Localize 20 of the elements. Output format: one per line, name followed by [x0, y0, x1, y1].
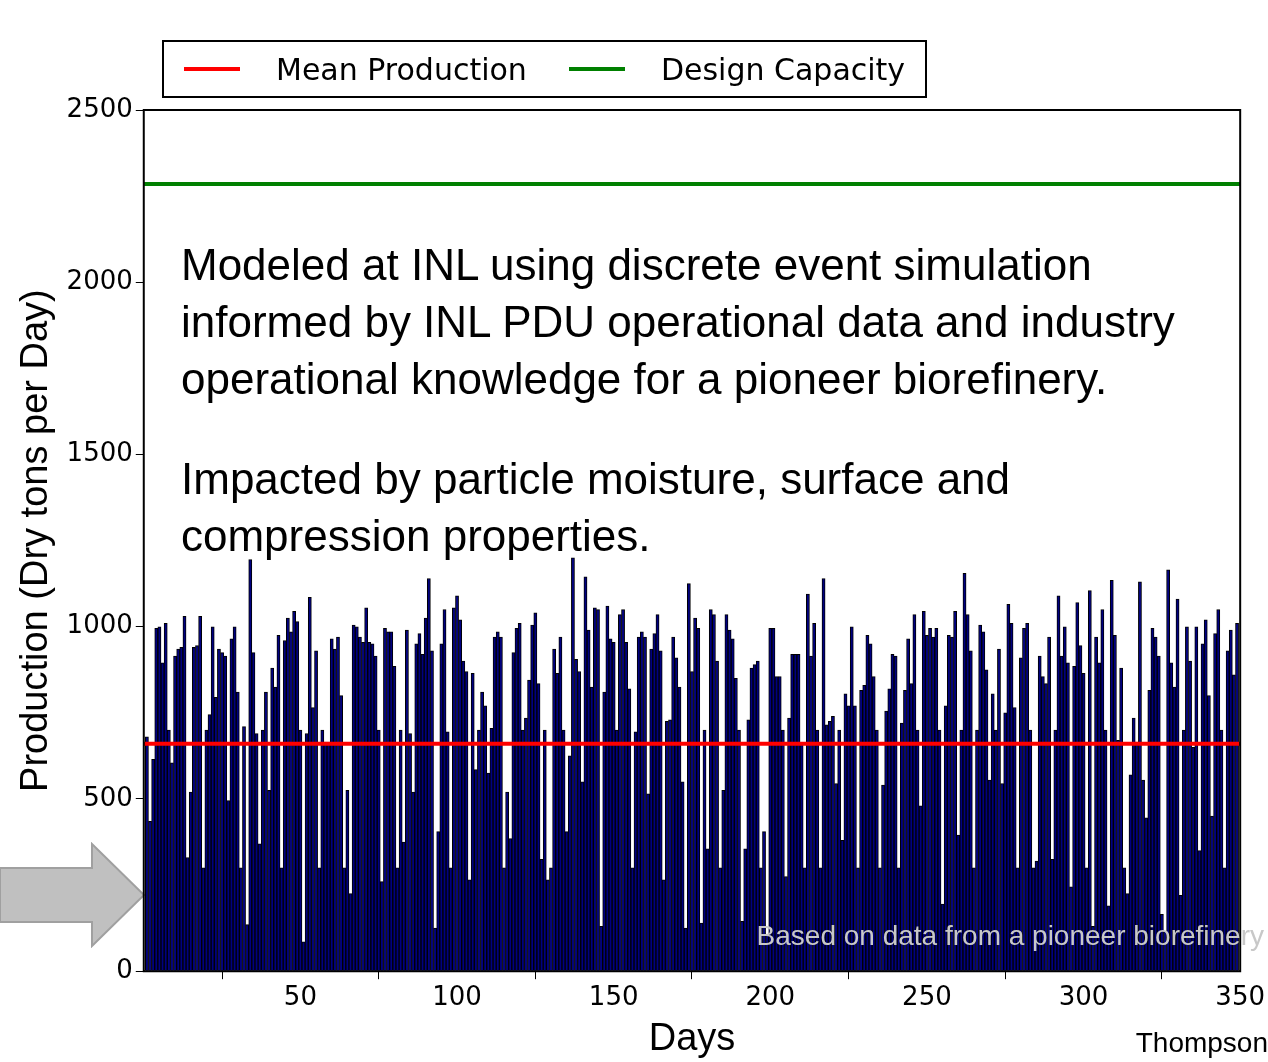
- x-tick-label: 200: [745, 980, 796, 1011]
- y-axis-title: Production (Dry tons per Day): [13, 289, 56, 792]
- x-tick-label: 150: [588, 980, 639, 1011]
- x-tick-label: 50: [283, 980, 317, 1011]
- x-tick-label: 300: [1058, 980, 1109, 1011]
- text: Thompson: [1135, 1027, 1268, 1059]
- x-axis-title: Days: [648, 1015, 736, 1058]
- legend-label: Design Capacity: [660, 51, 906, 87]
- x-tick-label: 350: [1215, 980, 1266, 1011]
- y-tick-label: 0: [116, 953, 133, 984]
- legend-label: Mean Production: [276, 51, 527, 87]
- y-tick-label: 1000: [66, 609, 133, 640]
- y-tick-label: 1500: [66, 437, 133, 468]
- annotation: Modeled at INL using discrete event simulation informed by INL PDU operational data and industry operational knowledge for a pioneer biorefinery.: [181, 239, 1176, 405]
- x-tick-label: 100: [432, 980, 482, 1011]
- annotation: Impacted by particle moisture, surface and compression properties.: [181, 453, 1012, 562]
- y-tick-label: 2000: [66, 264, 133, 295]
- y-tick-label: 2500: [66, 92, 133, 123]
- x-tick-label: 250: [902, 980, 952, 1011]
- y-tick-label: 500: [83, 781, 133, 812]
